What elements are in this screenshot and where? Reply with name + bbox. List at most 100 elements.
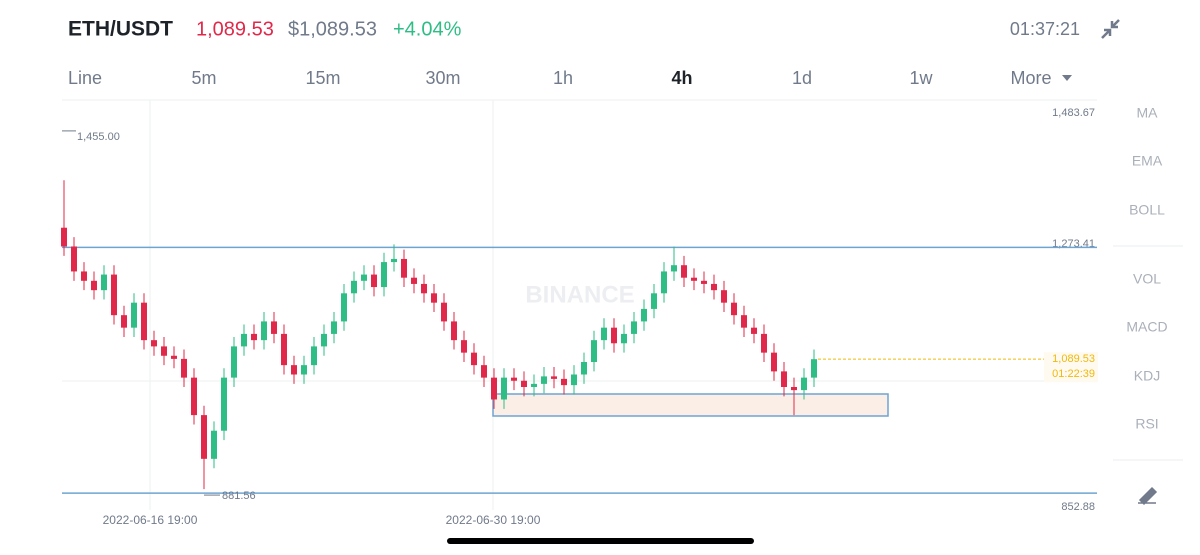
tab[interactable]: More <box>1010 68 1051 88</box>
indicator[interactable]: MA <box>1137 105 1159 121</box>
pair: ETH/USDT <box>68 18 173 41</box>
candle-body <box>321 333 327 347</box>
candle-body <box>111 274 117 316</box>
tab[interactable]: 1w <box>909 68 933 88</box>
candle-body <box>481 365 487 378</box>
indicator[interactable]: BOLL <box>1129 202 1165 218</box>
candle-body <box>261 321 267 341</box>
candle-body <box>401 258 407 278</box>
x-tick-label: 2022-06-30 19:00 <box>446 513 541 527</box>
candle-body <box>141 302 147 341</box>
candle-body <box>491 377 497 400</box>
indicator[interactable]: RSI <box>1135 416 1158 432</box>
candle-body <box>161 346 167 356</box>
candle-body <box>431 293 437 303</box>
tab[interactable]: 1d <box>792 68 812 88</box>
candle-body <box>601 327 607 341</box>
candle-body <box>251 333 257 341</box>
zone-box <box>492 393 889 417</box>
candle-body <box>421 283 427 294</box>
dropdown-arrow[interactable] <box>1062 75 1072 81</box>
candle-body <box>661 271 667 294</box>
candle-body <box>741 315 747 328</box>
candle-body <box>591 340 597 363</box>
tab[interactable]: Line <box>68 68 102 88</box>
candle-body <box>561 378 567 386</box>
candle-body <box>751 327 757 334</box>
candle-body <box>771 352 777 372</box>
indicator[interactable]: KDJ <box>1134 368 1160 384</box>
candle-body <box>611 327 617 344</box>
watermark: BINANCE <box>525 281 634 308</box>
low-marker-label: 881.56 <box>222 490 256 502</box>
candle-body <box>511 377 517 381</box>
indicators: MA EMA BOLL VOL MACD KDJ RSI <box>1126 105 1167 432</box>
indicator[interactable]: MACD <box>1126 319 1167 335</box>
change: +4.04% <box>393 18 462 40</box>
candle-body <box>811 359 817 378</box>
candle-body <box>411 277 417 284</box>
candle-body <box>121 315 127 328</box>
candle-body <box>391 258 397 263</box>
tab[interactable]: 30m <box>425 68 460 88</box>
candle-body <box>71 246 77 272</box>
candle-body <box>291 365 297 375</box>
y-tick-label: 1,273.41 <box>1052 238 1095 250</box>
price: 1,089.53 <box>196 18 274 40</box>
candle-body <box>91 280 97 291</box>
tab[interactable]: 15m <box>305 68 340 88</box>
candle-body <box>671 265 677 272</box>
candle-body <box>151 340 157 347</box>
indicator[interactable]: VOL <box>1133 271 1161 287</box>
candle-body <box>181 358 187 378</box>
candle-body <box>721 290 727 303</box>
candle-body <box>211 430 217 459</box>
y-tick-label: 852.88 <box>1061 501 1095 513</box>
candle-body <box>231 346 237 378</box>
tab[interactable]: 1h <box>553 68 573 88</box>
candle-body <box>301 365 307 375</box>
candle-body <box>361 274 367 281</box>
candle-body <box>621 333 627 344</box>
candle-body <box>311 346 317 366</box>
candle-body <box>641 308 647 322</box>
candle-body <box>461 340 467 353</box>
draw-icon[interactable] <box>1138 486 1158 506</box>
candle-body <box>281 333 287 366</box>
candle-body <box>521 380 527 387</box>
candle-body <box>701 280 707 284</box>
candle-body <box>581 362 587 375</box>
candle-body <box>221 377 227 431</box>
candle-body <box>681 265 687 278</box>
candle-body <box>81 271 87 281</box>
high-marker-label: 1,455.00 <box>77 131 120 143</box>
candle-body <box>271 321 277 334</box>
collapse-arrows[interactable] <box>1101 19 1120 39</box>
candle-body <box>61 227 67 247</box>
chart: BINANCE 2022-06-16 19:00 2022-06-30 19:0… <box>61 99 1098 527</box>
indicator[interactable]: EMA <box>1132 153 1163 169</box>
candle-body <box>801 377 807 391</box>
tab[interactable]: 4h <box>671 68 692 88</box>
collapse-icon[interactable] <box>1101 19 1120 39</box>
candle-body <box>541 376 547 384</box>
candle-body <box>531 383 537 387</box>
candle-body <box>351 280 357 294</box>
candle-body <box>731 302 737 316</box>
tab[interactable]: 5m <box>191 68 216 88</box>
tabs: Line 5m 15m 30m 1h 4h 1d 1w More <box>68 68 1072 88</box>
clock: 01:37:21 <box>1010 19 1080 39</box>
candle-body <box>341 293 347 322</box>
candle-body <box>691 277 697 281</box>
candle-body <box>171 355 177 359</box>
candle-body <box>761 333 767 353</box>
candle-body <box>571 374 577 386</box>
candle-body <box>191 377 197 416</box>
candle-body <box>631 321 637 334</box>
price-usd: $1,089.53 <box>288 18 377 40</box>
candle-body <box>331 321 337 334</box>
candle-body <box>791 386 797 391</box>
candle-body <box>381 262 387 288</box>
candle-body <box>651 293 657 309</box>
